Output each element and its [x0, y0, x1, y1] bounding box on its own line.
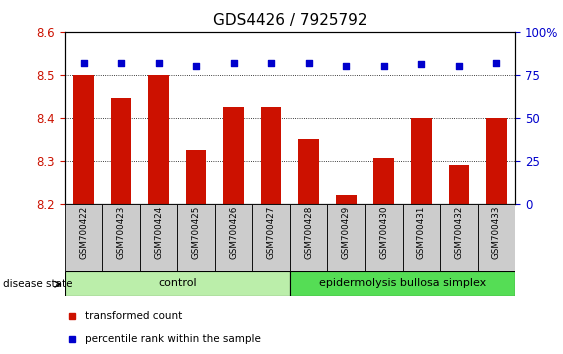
Text: transformed count: transformed count — [85, 310, 182, 321]
Point — [117, 60, 126, 65]
Bar — [336, 195, 356, 204]
Title: GDS4426 / 7925792: GDS4426 / 7925792 — [213, 13, 367, 28]
Point — [154, 60, 163, 65]
Text: GSM700432: GSM700432 — [454, 206, 463, 259]
Bar — [449, 165, 469, 204]
Bar — [73, 75, 94, 204]
Text: disease state: disease state — [3, 279, 72, 289]
Bar — [411, 118, 432, 204]
Bar — [298, 139, 319, 204]
Bar — [148, 75, 169, 204]
Point — [267, 60, 276, 65]
Text: GSM700427: GSM700427 — [267, 206, 276, 259]
Text: control: control — [158, 278, 196, 288]
Point — [379, 63, 388, 69]
Bar — [65, 271, 290, 296]
Bar — [102, 204, 140, 271]
Text: GSM700422: GSM700422 — [79, 206, 88, 259]
Bar — [403, 204, 440, 271]
Point — [79, 60, 88, 65]
Bar — [440, 204, 477, 271]
Point — [492, 60, 501, 65]
Point — [342, 63, 351, 69]
Bar — [261, 107, 282, 204]
Bar — [215, 204, 252, 271]
Bar — [373, 159, 394, 204]
Point — [417, 62, 426, 67]
Bar — [290, 271, 515, 296]
Point — [191, 63, 200, 69]
Bar — [328, 204, 365, 271]
Text: GSM700423: GSM700423 — [117, 206, 126, 259]
Bar — [290, 204, 328, 271]
Point — [229, 60, 238, 65]
Text: epidermolysis bullosa simplex: epidermolysis bullosa simplex — [319, 278, 486, 288]
Text: GSM700431: GSM700431 — [417, 206, 426, 259]
Text: GSM700433: GSM700433 — [492, 206, 501, 259]
Bar — [252, 204, 290, 271]
Bar — [177, 204, 215, 271]
Point — [304, 60, 313, 65]
Bar — [186, 150, 207, 204]
Bar — [111, 98, 131, 204]
Bar — [477, 204, 515, 271]
Text: GSM700424: GSM700424 — [154, 206, 163, 259]
Text: percentile rank within the sample: percentile rank within the sample — [85, 333, 261, 344]
Bar — [140, 204, 177, 271]
Text: GSM700429: GSM700429 — [342, 206, 351, 259]
Bar — [65, 204, 102, 271]
Bar — [486, 118, 507, 204]
Bar — [224, 107, 244, 204]
Text: GSM700430: GSM700430 — [379, 206, 388, 259]
Bar — [365, 204, 403, 271]
Text: GSM700426: GSM700426 — [229, 206, 238, 259]
Point — [454, 63, 463, 69]
Text: GSM700428: GSM700428 — [304, 206, 313, 259]
Text: GSM700425: GSM700425 — [191, 206, 200, 259]
